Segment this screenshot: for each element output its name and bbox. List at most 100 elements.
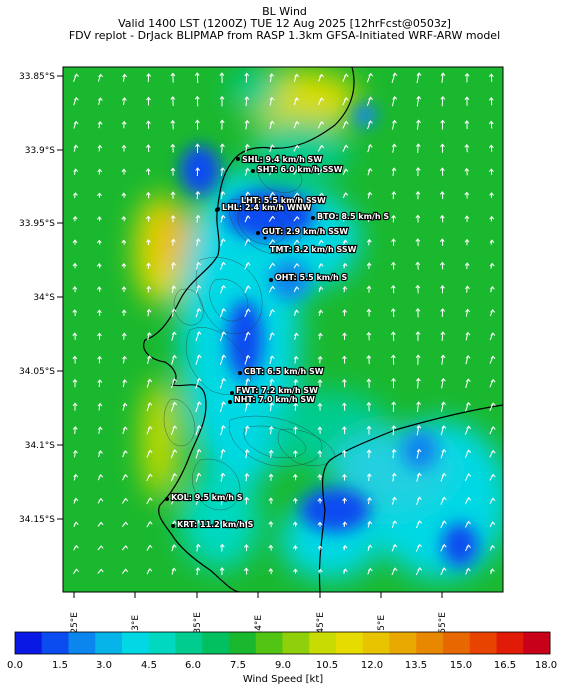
wind-arrow-head: [73, 120, 79, 125]
wind-arrow-head: [319, 168, 325, 173]
wind-arrow: [392, 308, 395, 318]
colorbar-segment: [389, 632, 417, 654]
wind-arrow-head: [269, 120, 275, 125]
wind-arrow-head: [122, 426, 128, 430]
wind-arrow-head: [390, 331, 396, 335]
wind-arrow-head: [98, 450, 103, 454]
wind-arrow-head: [172, 520, 177, 525]
wind-arrow-head: [465, 331, 471, 336]
lon-label: 18.45°E: [316, 612, 326, 648]
wind-arrow-head: [96, 263, 102, 267]
wind-arrow-head: [294, 332, 299, 337]
wind-arrow-head: [196, 448, 202, 453]
wind-arrow-head: [170, 143, 176, 148]
wind-arrow-head: [465, 285, 470, 290]
wind-arrow-head: [342, 239, 348, 244]
wind-arrow-head: [96, 216, 102, 220]
wind-arrow: [220, 191, 224, 200]
wind-arrow-head: [97, 379, 103, 383]
wind-arrow-head: [367, 544, 373, 549]
wind-arrow-head: [490, 402, 496, 407]
wind-arrow: [147, 309, 150, 317]
colorbar-title: Wind Speed [kt]: [242, 674, 324, 685]
wind-arrow-head: [243, 567, 249, 572]
wind-arrow-head: [440, 72, 446, 76]
wind-arrow-head: [121, 332, 127, 337]
wind-arrow-head: [317, 545, 323, 549]
wind-arrow-head: [122, 355, 127, 360]
wind-arrow-head: [270, 239, 276, 243]
wind-arrow-head: [146, 96, 151, 101]
lon-label: 18.5°E: [377, 615, 387, 646]
wind-arrow: [122, 356, 126, 364]
wind-arrow-head: [366, 355, 372, 359]
wind-arrow-head: [244, 143, 250, 148]
wind-arrow-head: [391, 167, 397, 171]
wind-arrow-head: [391, 377, 396, 382]
wind-arrow-head: [294, 262, 300, 267]
wind-arrow-head: [269, 425, 274, 430]
colorbar-segment: [95, 632, 123, 654]
wind-arrow: [245, 497, 248, 505]
wind-arrow-head: [73, 168, 79, 173]
wind-arrow-head: [294, 309, 300, 313]
wind-arrow: [465, 355, 469, 365]
wind-arrow-head: [147, 497, 153, 501]
wind-arrow-head: [489, 262, 495, 267]
wind-arrow-head: [367, 567, 373, 572]
colorbar-tick-label: 7.5: [230, 660, 246, 671]
station-label: KRT: 11.2 km/h S: [177, 520, 254, 529]
wind-arrow-head: [97, 144, 103, 149]
wind-arrow-head: [195, 214, 201, 219]
wind-arrow-head: [293, 379, 299, 383]
wind-arrow-head: [343, 168, 349, 172]
wind-arrow-head: [366, 449, 372, 454]
lon-label: 18.25°E: [70, 612, 80, 648]
wind-arrow-head: [490, 568, 495, 572]
colorbar-tick-label: 15.0: [449, 660, 473, 671]
wind-arrow-head: [342, 262, 348, 267]
wind-arrow: [416, 72, 420, 84]
wind-arrow: [441, 355, 444, 365]
wind-arrow-head: [269, 332, 275, 336]
wind-arrow-head: [366, 425, 372, 430]
station-fwt: FWT: 7.2 km/h SW: [230, 385, 319, 396]
wind-arrow-head: [466, 544, 471, 548]
wind-arrow-head: [196, 424, 202, 429]
wind-arrow-head: [146, 332, 152, 336]
wind-arrow-head: [417, 520, 423, 524]
wind-arrow-head: [390, 285, 396, 289]
wind-arrow-head: [319, 216, 324, 220]
wind-arrow-head: [439, 167, 445, 171]
wind-arrow-head: [146, 73, 152, 77]
wind-arrow: [244, 402, 249, 412]
wind-arrow-head: [145, 120, 151, 125]
wind-arrow-head: [367, 215, 372, 219]
wind-arrow-head: [440, 354, 446, 359]
wind-arrow-head: [490, 378, 496, 383]
colorbar-segment: [443, 632, 471, 654]
wind-arrow-head: [392, 543, 398, 548]
wind-arrow-head: [269, 96, 275, 101]
wind-arrow-head: [244, 496, 250, 501]
wind-arrow-head: [342, 309, 348, 313]
wind-arrow-head: [294, 120, 300, 125]
colorbar-tick-label: 10.5: [315, 660, 339, 671]
wind-arrow-head: [245, 285, 251, 289]
wind-arrow-head: [415, 261, 421, 266]
wind-arrow-head: [317, 521, 323, 526]
lon-label: 18.35°E: [193, 612, 203, 648]
station-label: BTO: 8.5 km/h S: [317, 212, 389, 221]
wind-arrow-head: [417, 543, 423, 548]
wind-arrow-head: [196, 261, 201, 266]
wind-arrow: [221, 144, 223, 153]
wind-arrow-head: [490, 332, 496, 336]
wind-arrow-head: [292, 497, 298, 502]
wind-arrow-head: [292, 545, 298, 549]
wind-arrow: [123, 97, 125, 106]
wind-arrow-head: [440, 331, 446, 335]
wind-arrow-head: [317, 355, 323, 360]
colorbar-segment: [202, 632, 230, 654]
wind-arrow-head: [488, 144, 494, 149]
wind-arrow-head: [121, 120, 127, 125]
